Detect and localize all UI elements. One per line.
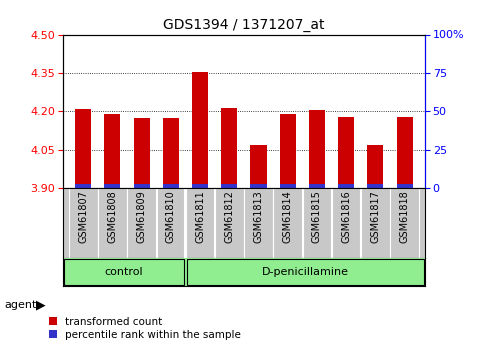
Bar [64,259,184,285]
Bar [192,184,208,188]
Text: GSM61813: GSM61813 [254,190,264,243]
Bar [309,110,325,188]
Legend: transformed count, percentile rank within the sample: transformed count, percentile rank withi… [49,317,241,340]
Bar [338,117,354,188]
Text: GSM61816: GSM61816 [341,190,351,243]
Bar [187,259,424,285]
Text: GSM61809: GSM61809 [137,190,147,243]
Bar [128,188,156,258]
Bar [156,188,185,258]
Bar [134,184,150,188]
Text: D-penicillamine: D-penicillamine [262,267,349,277]
Text: GSM61818: GSM61818 [399,190,410,243]
Text: GSM61817: GSM61817 [370,190,381,243]
Bar [368,184,384,188]
Bar [397,184,412,188]
Bar [192,72,208,188]
Text: GSM61808: GSM61808 [107,190,117,243]
Text: GSM61811: GSM61811 [195,190,205,243]
Text: ▶: ▶ [36,299,46,312]
Bar [338,184,354,188]
Bar [163,184,179,188]
Bar [280,184,296,188]
Bar [309,184,325,188]
Text: GSM61807: GSM61807 [78,190,88,243]
Bar [251,145,267,188]
Text: GSM61815: GSM61815 [312,190,322,243]
Title: GDS1394 / 1371207_at: GDS1394 / 1371207_at [163,18,325,32]
Bar [69,188,98,258]
Bar [221,108,237,188]
Bar [244,188,273,258]
Bar [251,184,267,188]
Bar [221,184,237,188]
Text: GSM61812: GSM61812 [224,190,234,243]
Bar [75,184,91,188]
Bar [104,184,120,188]
Bar [332,188,360,258]
Bar [98,188,127,258]
Bar [104,114,120,188]
Bar [134,118,150,188]
Bar [186,188,214,258]
Text: GSM61810: GSM61810 [166,190,176,243]
Bar [273,188,302,258]
Text: control: control [105,267,143,277]
Bar [163,118,179,188]
Bar [75,109,91,188]
Bar [303,188,331,258]
Bar [397,117,412,188]
Bar [215,188,243,258]
Bar [368,145,384,188]
Bar [361,188,390,258]
Bar [390,188,419,258]
Bar [280,114,296,188]
Text: GSM61814: GSM61814 [283,190,293,243]
Text: agent: agent [5,300,37,310]
